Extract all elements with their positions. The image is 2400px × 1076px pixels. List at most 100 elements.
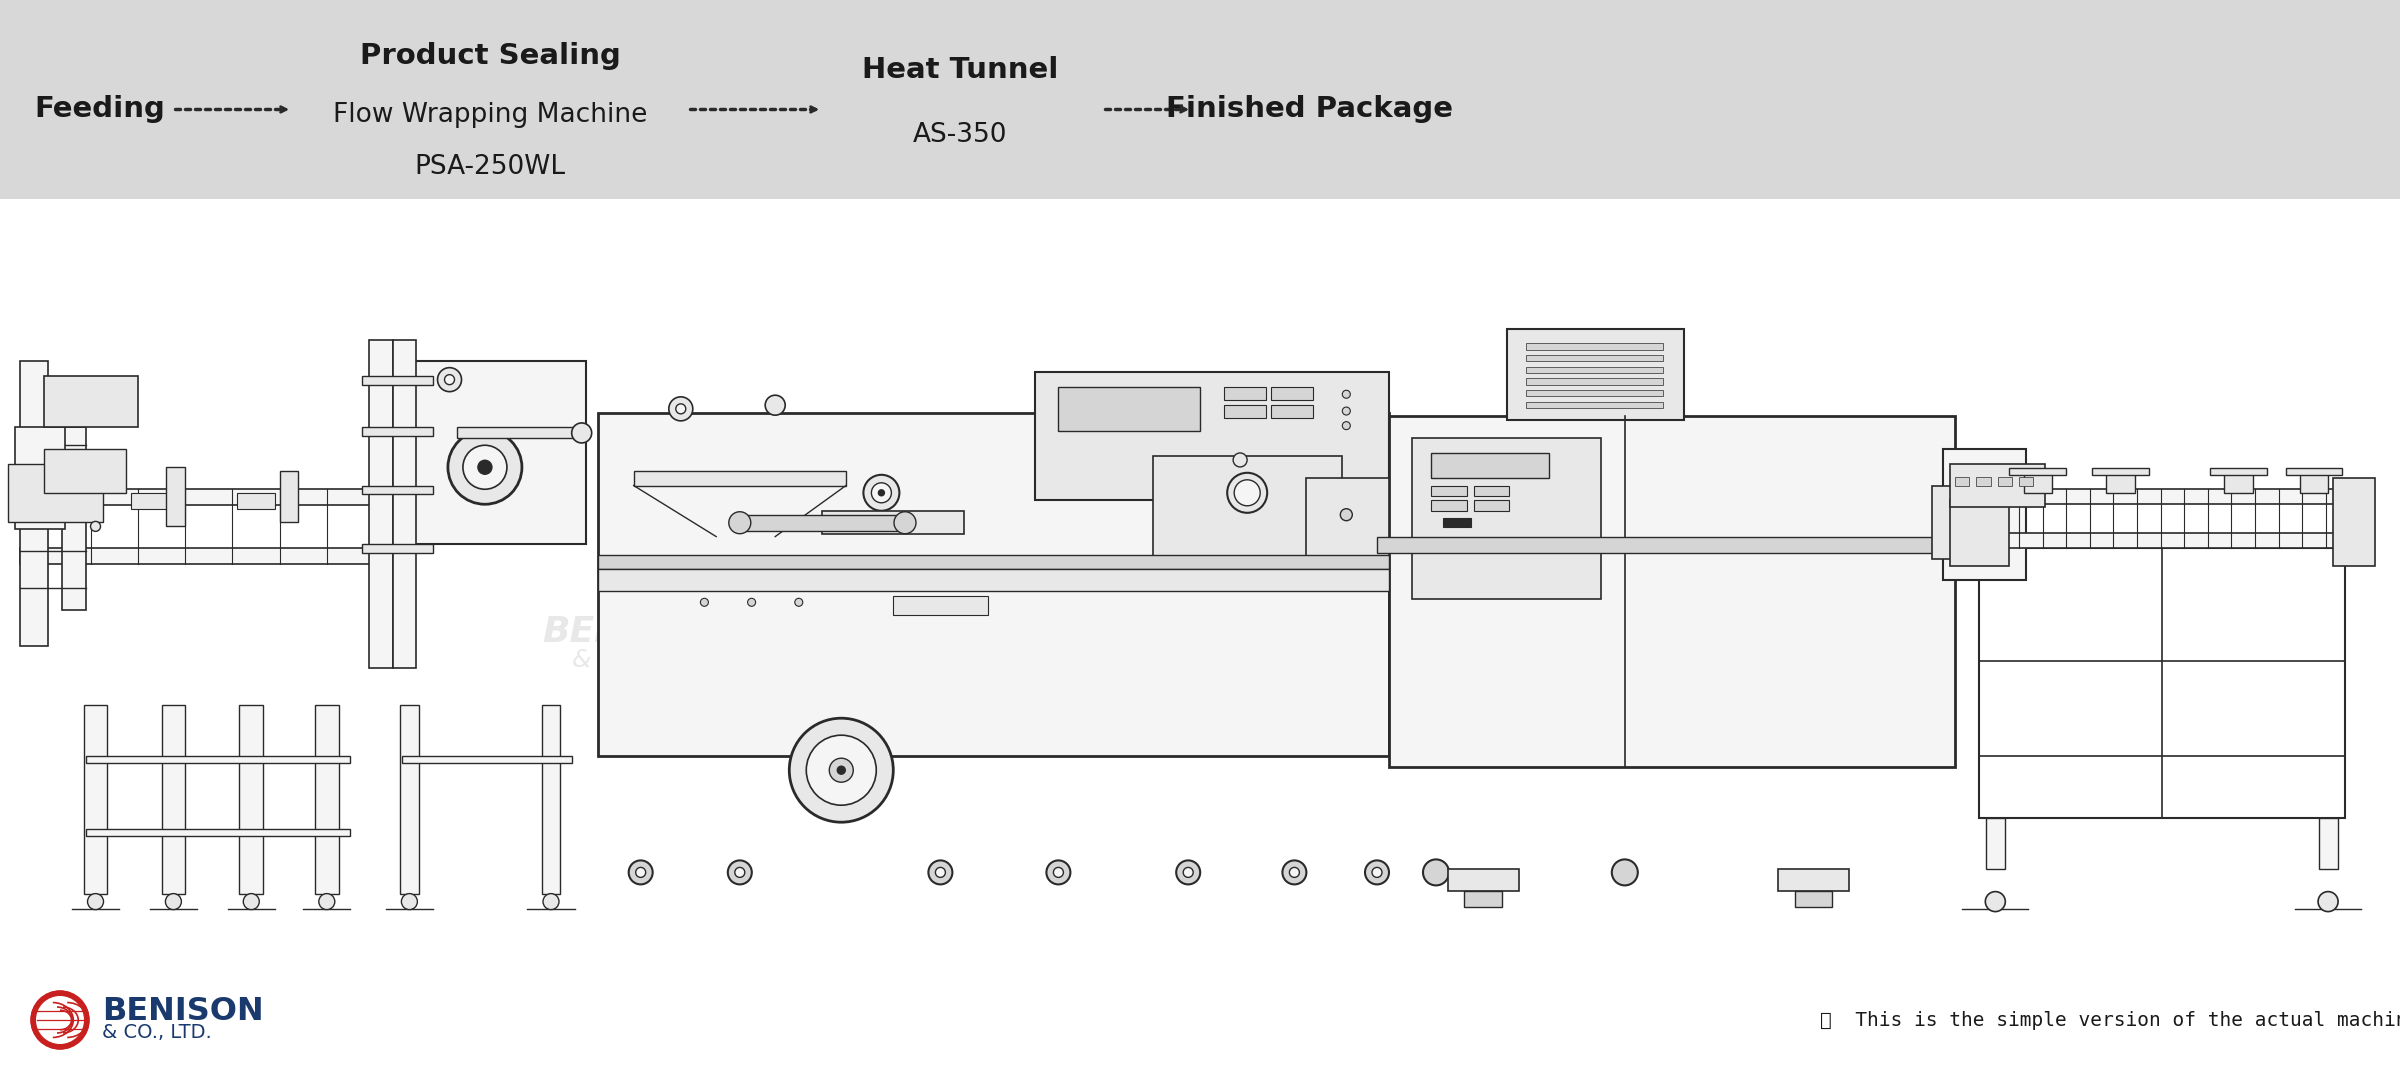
Circle shape: [478, 461, 492, 475]
Text: Heat Tunnel: Heat Tunnel: [862, 56, 1058, 84]
Circle shape: [1613, 860, 1637, 886]
Bar: [598, 569, 1390, 592]
Circle shape: [449, 430, 521, 505]
Text: AS-350: AS-350: [912, 123, 1008, 148]
Circle shape: [1985, 892, 2006, 911]
Circle shape: [571, 423, 593, 443]
Bar: [1526, 401, 1663, 408]
Bar: [1034, 372, 1390, 500]
Circle shape: [790, 718, 893, 822]
Bar: [19, 362, 48, 646]
Circle shape: [838, 766, 845, 775]
Bar: [1378, 537, 1956, 553]
Bar: [370, 340, 394, 668]
Bar: [1507, 328, 1685, 420]
Bar: [2225, 471, 2254, 493]
Circle shape: [670, 397, 694, 421]
Circle shape: [91, 522, 101, 532]
Bar: [7, 464, 103, 522]
Bar: [2009, 468, 2066, 476]
Bar: [1152, 456, 1342, 566]
Bar: [598, 555, 1390, 569]
Bar: [1961, 490, 2357, 504]
Circle shape: [1176, 861, 1200, 884]
Circle shape: [1342, 422, 1351, 429]
Bar: [1978, 477, 1990, 485]
Circle shape: [319, 893, 336, 909]
Bar: [1778, 868, 1848, 891]
Bar: [1430, 453, 1550, 478]
Circle shape: [444, 374, 454, 384]
Bar: [542, 705, 562, 894]
Circle shape: [864, 475, 900, 511]
Circle shape: [766, 395, 785, 415]
Circle shape: [1282, 861, 1306, 884]
Circle shape: [1373, 867, 1382, 877]
Bar: [43, 376, 139, 427]
Text: BENISON: BENISON: [542, 614, 725, 649]
Circle shape: [871, 483, 890, 502]
Bar: [1390, 416, 1956, 766]
Bar: [401, 705, 420, 894]
Bar: [1956, 477, 1970, 485]
Circle shape: [730, 512, 751, 534]
Circle shape: [1366, 861, 1390, 884]
Bar: [394, 340, 418, 668]
Bar: [362, 485, 432, 494]
Bar: [1526, 355, 1663, 362]
Bar: [0, 0, 2400, 199]
Bar: [1224, 387, 1267, 400]
Circle shape: [401, 893, 418, 909]
Bar: [1272, 387, 1313, 400]
Bar: [166, 467, 185, 526]
Bar: [1951, 464, 2045, 508]
Circle shape: [463, 445, 506, 490]
Bar: [2318, 818, 2338, 868]
Text: ※  This is the simple version of the actual machine: ※ This is the simple version of the actu…: [1819, 1010, 2400, 1030]
Circle shape: [1234, 453, 1248, 467]
Bar: [240, 705, 264, 894]
Bar: [1442, 519, 1471, 527]
Bar: [598, 412, 1390, 755]
Bar: [1526, 378, 1663, 385]
Bar: [2333, 478, 2376, 566]
Circle shape: [1226, 472, 1267, 513]
Bar: [893, 596, 989, 614]
Circle shape: [2318, 892, 2338, 911]
Circle shape: [830, 759, 854, 782]
Bar: [1447, 868, 1519, 891]
Bar: [1464, 891, 1502, 907]
Bar: [14, 427, 65, 529]
Circle shape: [36, 996, 84, 1044]
Bar: [1526, 367, 1663, 373]
Bar: [1997, 477, 2011, 485]
Bar: [1272, 406, 1313, 419]
Bar: [1474, 485, 1510, 496]
Bar: [1306, 478, 1390, 566]
Circle shape: [1183, 867, 1193, 877]
Bar: [62, 427, 86, 610]
Bar: [362, 376, 432, 385]
Bar: [823, 511, 965, 535]
Bar: [238, 493, 276, 509]
Bar: [386, 362, 586, 543]
Circle shape: [1339, 509, 1351, 521]
Bar: [19, 548, 403, 564]
Bar: [1474, 500, 1510, 511]
Circle shape: [677, 404, 686, 414]
Circle shape: [749, 598, 756, 606]
Circle shape: [636, 867, 646, 877]
Circle shape: [629, 861, 653, 884]
Bar: [1058, 387, 1200, 430]
Circle shape: [734, 867, 744, 877]
Circle shape: [806, 735, 876, 805]
Bar: [2093, 468, 2148, 476]
Text: & CO., LTD.: & CO., LTD.: [101, 1023, 211, 1043]
Bar: [403, 755, 571, 763]
Text: & CO., LTD.: & CO., LTD.: [574, 648, 715, 671]
Bar: [43, 449, 127, 493]
Bar: [19, 490, 403, 506]
Circle shape: [1234, 480, 1260, 506]
Bar: [1430, 485, 1466, 496]
Bar: [1985, 818, 2004, 868]
